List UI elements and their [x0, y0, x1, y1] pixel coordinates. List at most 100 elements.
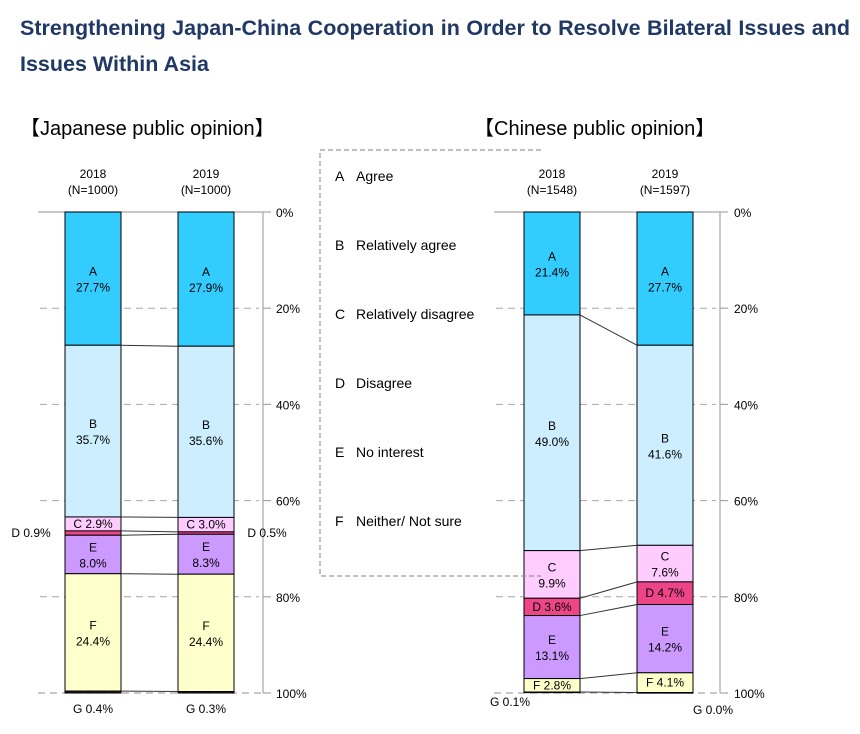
chart-title: Strengthening Japan-China Cooperation in…: [20, 16, 850, 76]
category-n-label: (N=1000): [181, 183, 231, 197]
data-label-key: F: [202, 619, 209, 633]
connector-line: [120, 530, 179, 533]
data-label-value: 14.2%: [648, 641, 682, 655]
category-n-label: (N=1597): [640, 183, 690, 197]
y-tick-label: 40%: [276, 398, 300, 412]
legend-key: D: [335, 375, 345, 391]
data-label-value: 8.3%: [192, 556, 220, 570]
legend-key: F: [335, 513, 344, 529]
data-label-value: 27.9%: [189, 281, 223, 295]
connector-line: [579, 604, 638, 617]
data-label-key: A: [661, 265, 669, 279]
data-label-key: E: [548, 633, 556, 647]
bar-segment-e: [64, 534, 122, 575]
data-label-value: 27.7%: [648, 281, 682, 295]
y-tick-label: 100%: [276, 687, 307, 701]
legend-label: Relatively disagree: [356, 306, 474, 322]
connector-line: [579, 314, 638, 346]
data-label-key: A: [89, 265, 97, 279]
chart-panel-japan: 【Japanese public opinion】 0% 20% 40% 60% 80% 1…: [11, 118, 307, 716]
connector-line: [579, 581, 638, 599]
legend-label: Disagree: [356, 375, 412, 391]
category-n-label: (N=1548): [527, 183, 577, 197]
data-label-value: 35.7%: [76, 433, 110, 447]
legend-label: Agree: [356, 168, 394, 184]
data-label-value: 24.4%: [189, 635, 223, 649]
panel-title: 【Japanese public opinion】: [20, 118, 275, 140]
data-label-g: G 0.1%: [490, 695, 530, 709]
legend-item-c: C Relatively disagree: [335, 306, 474, 322]
bar-segment-d: [64, 530, 122, 536]
data-label-key: E: [89, 540, 97, 554]
data-label-c: C 2.9%: [73, 517, 113, 531]
data-label-g: G 0.0%: [693, 703, 733, 717]
y-tick-label: 60%: [276, 495, 300, 509]
bar-segment-g: [177, 691, 235, 694]
category-year-label: 2019: [652, 167, 679, 181]
y-tick-label: 60%: [734, 495, 758, 509]
data-label-c: C 3.0%: [186, 518, 226, 532]
data-label-f: F 4.1%: [646, 676, 684, 690]
legend-item-d: D Disagree: [335, 375, 412, 391]
y-tick-label: 80%: [276, 591, 300, 605]
connector-line: [579, 544, 638, 552]
data-label-key: B: [661, 431, 669, 445]
legend-item-f: F Neither/ Not sure: [335, 513, 462, 529]
bar-segment-e: [636, 603, 694, 674]
data-label-key: A: [548, 249, 556, 263]
data-label-d: D 3.6%: [532, 600, 572, 614]
data-label-key: E: [661, 625, 669, 639]
data-label-d: D 4.7%: [645, 586, 685, 600]
legend-label: Relatively agree: [356, 237, 457, 253]
connector-line: [579, 672, 638, 680]
legend-key: B: [335, 237, 344, 253]
category-year-label: 2019: [193, 167, 220, 181]
data-label-value: 24.4%: [76, 634, 110, 648]
legend-key: A: [335, 168, 345, 184]
y-tick-label: 0%: [276, 206, 294, 220]
data-label-key: E: [202, 540, 210, 554]
data-label-key: C: [548, 560, 557, 574]
data-label-value: 13.1%: [535, 649, 569, 663]
bar-segment-g: [636, 692, 694, 694]
data-label-value: 21.4%: [535, 265, 569, 279]
bar-segment-g: [64, 690, 122, 694]
legend-label: Neither/ Not sure: [356, 513, 462, 529]
data-label-key: B: [89, 417, 97, 431]
data-label-d: D 0.5%: [247, 526, 287, 540]
y-tick-label: 20%: [734, 302, 758, 316]
bar-segment-b: [523, 314, 581, 552]
data-label-g: G 0.4%: [73, 702, 113, 716]
legend: A Agree B Relatively agree C Relatively disag…: [319, 149, 541, 577]
data-label-value: 41.6%: [648, 447, 682, 461]
legend-label: No interest: [356, 444, 424, 460]
legend-item-e: E No interest: [335, 444, 424, 460]
bar-segment-b: [64, 344, 122, 518]
y-tick-label: 100%: [734, 687, 765, 701]
chart-panel-china: 【Chinese public opinion】 0% 20% 40% 60% 80% 10…: [474, 118, 765, 717]
bar-segment-b: [177, 345, 235, 518]
data-label-g: G 0.3%: [186, 702, 226, 716]
y-tick-label: 80%: [734, 591, 758, 605]
legend-item-a: A Agree: [335, 168, 394, 184]
bar-segment-f: [177, 573, 235, 693]
y-tick-label: 0%: [734, 206, 752, 220]
bar-segment-c: [523, 550, 581, 599]
category-year-label: 2018: [80, 167, 107, 181]
data-label-d: D 0.9%: [11, 526, 51, 540]
data-label-value: 27.7%: [76, 281, 110, 295]
data-label-key: B: [548, 419, 556, 433]
data-label-key: B: [202, 418, 210, 432]
bar-segment-b: [636, 344, 694, 546]
data-label-f: F 2.8%: [533, 678, 571, 692]
legend-key: E: [335, 444, 344, 460]
bar-segment-c: [636, 544, 694, 583]
data-label-value: 8.0%: [79, 556, 107, 570]
bar-segment-a: [177, 211, 235, 347]
data-label-key: A: [202, 265, 210, 279]
legend-border: [319, 149, 541, 577]
legend-key: C: [335, 306, 345, 322]
y-tick-label: 40%: [734, 398, 758, 412]
data-label-key: F: [89, 618, 96, 632]
connector-line: [120, 533, 179, 536]
